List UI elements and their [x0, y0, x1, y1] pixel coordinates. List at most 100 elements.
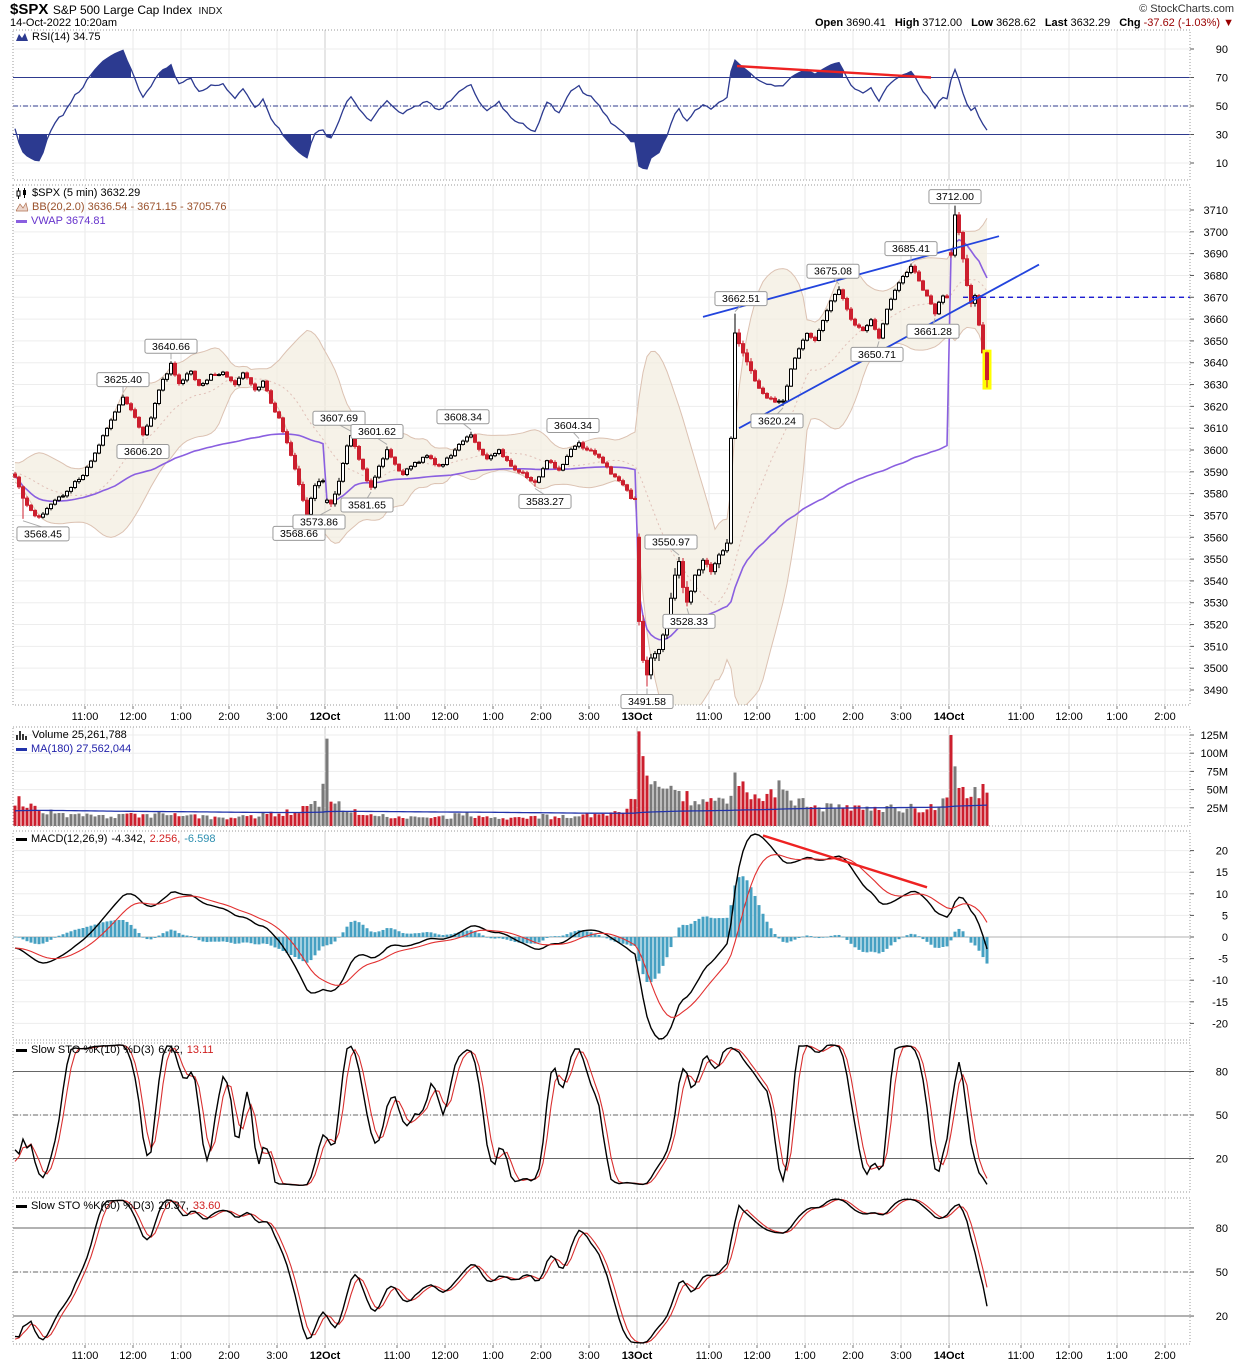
svg-text:80: 80 [1216, 1223, 1228, 1235]
volume-ma-line [14, 804, 988, 814]
last-value: 3632.29 [1070, 17, 1111, 29]
annotation-box [906, 323, 960, 339]
y-axis-labels: 3490 3500 3510 3520 3530 3540 3550 3560 3570 3580… [1190, 44, 1228, 1323]
low-label: Low [971, 17, 994, 29]
price-legend-label: $SPX (5 min) 3632.29 [32, 187, 141, 199]
svg-text:3710: 3710 [1204, 205, 1228, 217]
volume-legend: Volume 25,261,788 [16, 729, 127, 741]
annotation-box [292, 514, 346, 530]
annotation-label: 3568.45 [24, 528, 62, 540]
svg-text:1:00: 1:00 [1106, 711, 1127, 723]
price-panel-border [12, 184, 1191, 706]
svg-text:3540: 3540 [1204, 576, 1228, 588]
annotation-label: 3675.08 [814, 266, 852, 278]
macd-trendline [762, 834, 928, 889]
price-legend: $SPX (5 min) 3632.29 [16, 187, 140, 199]
volume-ma-label: MA(180) 27,562,044 [31, 743, 132, 755]
down-arrow-icon: ▼ [1223, 17, 1234, 29]
annotation-box [644, 534, 698, 550]
svg-text:75M: 75M [1207, 766, 1228, 778]
volume-bars-icon [16, 731, 27, 740]
high-value: 3712.00 [922, 17, 963, 29]
svg-text:11:00: 11:00 [1008, 711, 1035, 723]
vwap-line-icon [16, 219, 27, 223]
svg-text:11:00: 11:00 [696, 1350, 723, 1362]
svg-text:70: 70 [1216, 73, 1228, 85]
sto1-plot [14, 1044, 988, 1186]
price-plot [13, 205, 992, 705]
macd-legend: MACD(12,26,9) -4.342, 2.256, -6.598 [16, 833, 215, 845]
svg-text:13Oct: 13Oct [622, 1350, 653, 1362]
svg-text:3570: 3570 [1204, 510, 1228, 522]
macd-name: MACD(12,26,9) [31, 833, 108, 845]
svg-text:2:00: 2:00 [218, 1350, 239, 1362]
annotation-box [620, 694, 674, 710]
annotation-label: 3607.69 [320, 413, 358, 425]
time-axis: 11:00 11:00 12:00 12:00 1:00 1:00 2:00 2:00 3:00… [72, 706, 1176, 1362]
annotation-label: 3583.27 [526, 496, 564, 508]
svg-text:11:00: 11:00 [72, 1350, 99, 1362]
svg-text:-15: -15 [1212, 997, 1228, 1009]
annotation-box [750, 413, 804, 429]
svg-text:1:00: 1:00 [794, 711, 815, 723]
svg-text:1:00: 1:00 [1106, 1350, 1127, 1362]
svg-text:20: 20 [1216, 846, 1228, 858]
annotation-label: 3608.34 [444, 411, 482, 423]
vol-panel-border [12, 726, 1191, 827]
annotation-box [340, 497, 394, 513]
annotation-box [806, 263, 860, 279]
svg-text:1:00: 1:00 [170, 711, 191, 723]
svg-text:11:00: 11:00 [1008, 1350, 1035, 1362]
svg-text:20: 20 [1216, 1311, 1228, 1323]
svg-text:3650: 3650 [1204, 336, 1228, 348]
svg-text:3630: 3630 [1204, 380, 1228, 392]
chart-header: $SPX S&P 500 Large Cap Index INDX © Stoc… [10, 1, 1234, 31]
volume-plot [13, 731, 989, 826]
annotation-label: 3606.20 [124, 446, 162, 458]
annotation-label: 3661.28 [914, 326, 952, 338]
svg-text:12:00: 12:00 [119, 1350, 147, 1362]
annotation-label: 3620.24 [758, 415, 796, 427]
sto1-k-value: 6.42, [158, 1044, 183, 1056]
svg-text:14Oct: 14Oct [934, 1350, 965, 1362]
annotation-label: 3625.40 [104, 374, 142, 386]
svg-text:2:00: 2:00 [530, 711, 551, 723]
volume-ma-legend: MA(180) 27,562,044 [16, 743, 131, 755]
svg-text:12:00: 12:00 [1055, 1350, 1083, 1362]
svg-text:125M: 125M [1200, 730, 1228, 742]
macd-hist-value: -6.598 [184, 833, 216, 845]
sto1-d-value: 13.11 [186, 1044, 214, 1056]
svg-text:3:00: 3:00 [266, 711, 287, 723]
macd-panel-border [12, 830, 1191, 1041]
annotation-label: 3550.97 [652, 536, 690, 548]
svg-text:12:00: 12:00 [119, 711, 147, 723]
svg-text:50: 50 [1216, 1110, 1228, 1122]
price-trendline [738, 263, 1040, 429]
annotation-label: 3685.41 [892, 243, 930, 255]
symbol-name: S&P 500 Large Cap Index [52, 3, 193, 17]
svg-text:-20: -20 [1212, 1018, 1228, 1030]
svg-text:30: 30 [1216, 130, 1228, 142]
chg-value: -37.62 (-1.03%) [1143, 17, 1221, 29]
svg-text:3:00: 3:00 [890, 711, 911, 723]
sto1-panel-border [12, 1042, 1191, 1193]
svg-text:15: 15 [1216, 867, 1228, 879]
svg-text:3:00: 3:00 [578, 711, 599, 723]
price-annotations: 3568.45 3625.40 3606.20 3640.66 3568.663573.… [16, 189, 982, 710]
svg-text:0: 0 [1222, 932, 1228, 944]
sto1-line-icon [16, 1048, 27, 1052]
rsi-area-icon [16, 33, 28, 41]
annotation-label: 3640.66 [152, 341, 190, 353]
svg-text:3510: 3510 [1204, 641, 1228, 653]
svg-text:-10: -10 [1212, 975, 1228, 987]
title-row: $SPX S&P 500 Large Cap Index INDX © Stoc… [10, 1, 1234, 18]
vwap-line [14, 238, 988, 641]
annotation-box [144, 338, 198, 354]
svg-text:10: 10 [1216, 889, 1228, 901]
macd-plot [13, 833, 989, 1040]
svg-text:3620: 3620 [1204, 401, 1228, 413]
chg-label: Chg [1119, 17, 1141, 29]
open-value: 3690.41 [846, 17, 886, 29]
svg-text:2:00: 2:00 [530, 1350, 551, 1362]
svg-text:13Oct: 13Oct [622, 711, 653, 723]
